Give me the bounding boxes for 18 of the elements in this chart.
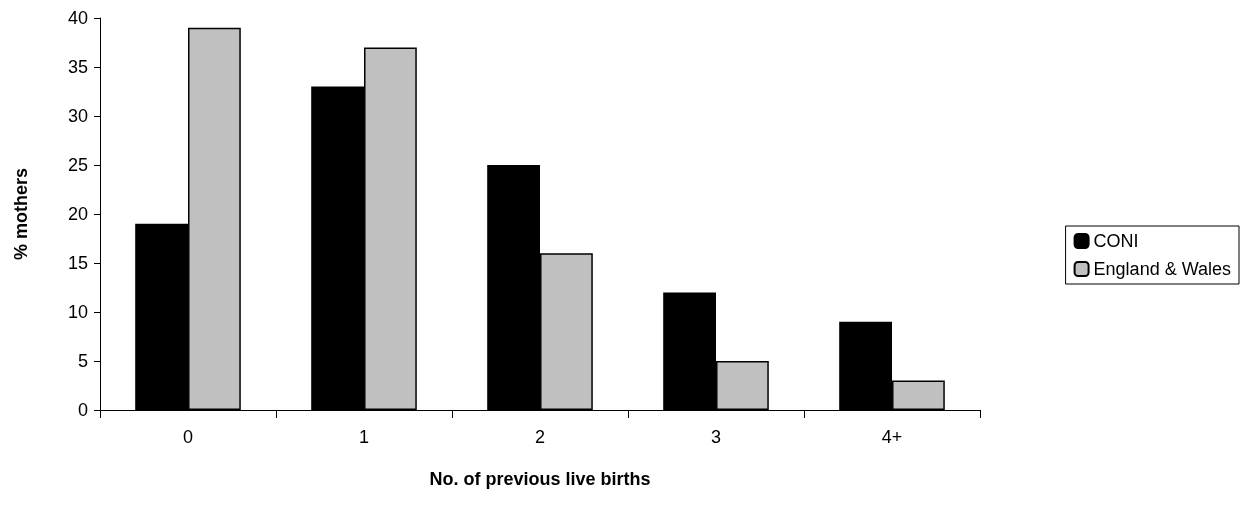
y-tick-label: 30	[67, 106, 88, 126]
x-axis-title: No. of previous live births	[429, 469, 651, 489]
y-tick-label: 35	[67, 57, 88, 77]
y-tick-label: 25	[67, 155, 88, 175]
y-axis-title: % mothers	[11, 167, 31, 261]
legend-label: CONI	[1093, 231, 1139, 251]
x-tick-label: 3	[710, 427, 722, 447]
x-tick-label: 4+	[881, 427, 903, 447]
y-tick-label: 5	[77, 351, 88, 371]
x-tick-label: 1	[358, 427, 370, 447]
y-tick-label: 15	[67, 253, 88, 273]
y-tick-label: 0	[77, 400, 88, 420]
y-tick-label: 40	[67, 8, 88, 28]
x-tick-label: 0	[182, 427, 194, 447]
legend-label: England & Wales	[1093, 259, 1232, 279]
x-tick-label: 2	[534, 427, 546, 447]
y-tick-label: 10	[67, 302, 88, 322]
y-tick-label: 20	[67, 204, 88, 224]
